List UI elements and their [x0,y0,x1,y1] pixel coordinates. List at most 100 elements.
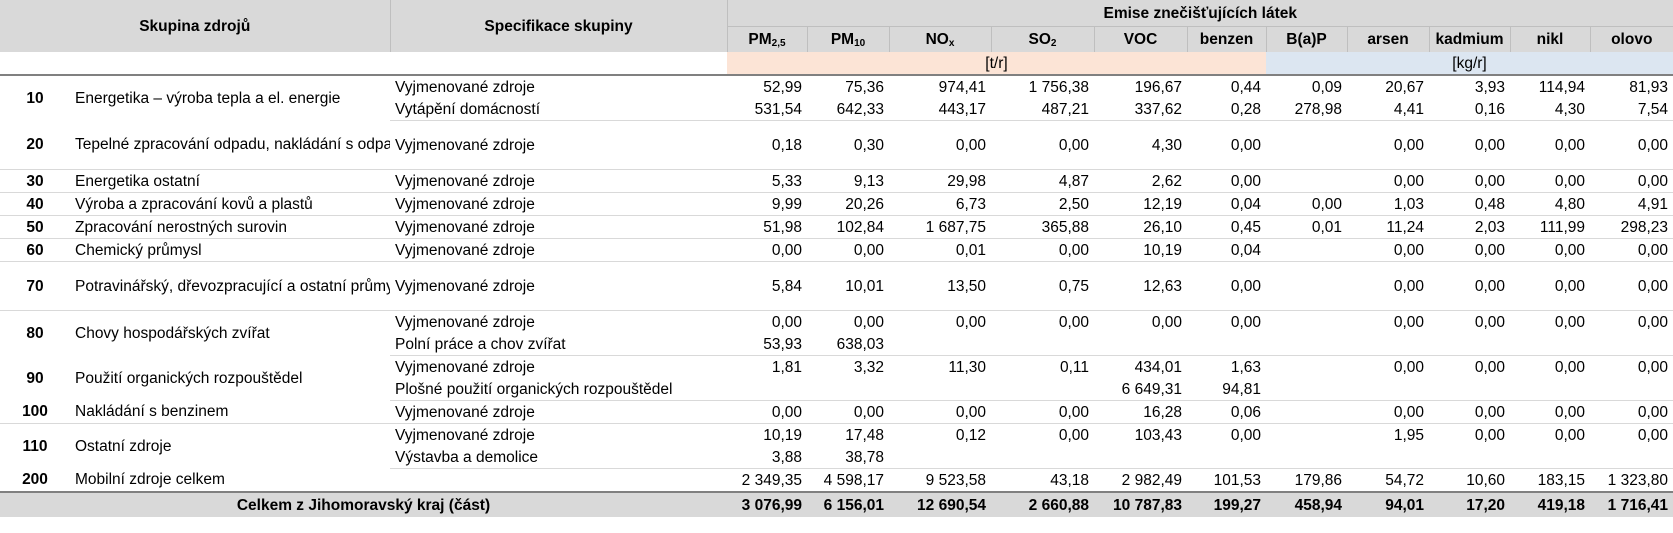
value-cell: 0,06 [1187,400,1266,424]
group-spec: Vyjmenované zdroje [395,78,535,96]
pollutant-header: NOx [889,26,992,52]
value-cell: 111,99 [1510,215,1590,239]
value-cell: 0,01 [1266,215,1347,239]
value-cell: 0,00 [1510,120,1590,170]
value-cell [1429,446,1510,469]
group-code: 60 [0,238,70,262]
value-cell: 0,00 [1590,238,1673,262]
value-cell: 0,00 [1230,313,1261,331]
pollutant-name: kadmium [1435,31,1504,48]
value-cell: 3,88 [727,446,807,469]
value-cell: 0,16 [1429,98,1510,121]
value-cell: 12,63 [1094,261,1187,311]
group-spec: Vyjmenované zdroje [390,215,727,239]
pollutant-name: arsen [1367,31,1409,48]
value-cell: 0,00 [1187,169,1266,193]
value-cell: 3,32 [853,358,884,376]
value-cell [1510,378,1590,401]
pollutant-name: NO [925,31,949,48]
value-cell: 7,54 [1590,98,1673,121]
group-spec: Vyjmenované zdroje [395,426,535,444]
group-spec: Výstavba a demolice [390,446,727,469]
value-cell: 298,23 [1590,215,1673,239]
table-row: 30 Energetika ostatní Vyjmenované zdroje 5,… [0,169,1673,193]
pollutant-name: PM [830,31,855,48]
value-cell [1347,446,1429,469]
col-source-group-header: Skupina zdrojů [0,0,391,52]
total-label: Celkem z Jihomoravský kraj (část) [0,491,727,517]
value-cell [1266,311,1347,334]
value-cell: 2,62 [1094,169,1187,193]
pollutant-name: benzen [1199,31,1254,48]
value-cell [991,333,1094,356]
value-cell [1266,333,1347,356]
pollutant-subscript: x [948,38,955,49]
value-cell [1266,356,1347,379]
pollutant-subscript: 10 [854,38,866,49]
value-cell: 0,00 [1429,169,1510,193]
total-value-cell: 1 716,41 [1590,491,1673,517]
value-cell: 0,00 [1590,261,1673,311]
table-footer: Celkem z Jihomoravský kraj (část) 3 076,… [0,491,1673,517]
group-spec [390,468,727,493]
value-cell: 20,26 [807,192,889,216]
value-cell: 0,28 [1187,98,1266,121]
group-spec: Vyjmenované zdroje [390,192,727,216]
value-cell: 1 687,75 [889,215,991,239]
pollutant-header: nikl [1510,26,1591,52]
value-cell: 0,00 [1554,358,1585,376]
value-cell: 0,00 [1637,358,1668,376]
group-name: Mobilní zdroje celkem [70,468,390,493]
group-name: Nakládání s benzinem [70,400,390,424]
total-value-cell: 10 787,83 [1094,491,1187,517]
value-cell: 54,72 [1347,468,1429,493]
table-row: Polní práce a chov zvířat 53,93 638,03 [0,333,1673,356]
group-code: 110 [22,437,48,455]
value-cell: 0,00 [1474,426,1505,444]
value-cell: 638,03 [807,333,889,356]
pollutant-name: nikl [1536,31,1564,48]
value-cell: 10,19 [763,426,802,444]
value-cell: 4,80 [1510,192,1590,216]
group-name: Potravinářský, dřevozpracující a ostatní… [70,261,390,311]
value-cell [1590,446,1673,469]
group-spec: Vyjmenované zdroje [390,238,727,262]
value-cell [1347,378,1429,401]
value-cell: 0,00 [1510,238,1590,262]
value-cell: 12,19 [1094,192,1187,216]
total-value-cell: 3 076,99 [727,491,807,517]
group-code: 10 [26,89,44,107]
value-cell: 0,00 [1347,169,1429,193]
value-cell: 0,00 [1058,426,1089,444]
value-cell: 0,00 [1187,120,1266,170]
value-cell [1266,424,1347,447]
value-cell [1266,169,1347,193]
group-name: Výroba a zpracování kovů a plastů [70,192,390,216]
value-cell [1094,446,1187,469]
value-cell: 0,00 [1590,400,1673,424]
value-cell: 4,87 [991,169,1094,193]
table-row: Plošné použití organických rozpouštědel 6… [0,378,1673,401]
table-header: Skupina zdrojů Specifikace skupiny Emise… [0,0,1673,76]
total-value-cell: 6 156,01 [807,491,889,517]
value-cell: 0,00 [1510,261,1590,311]
value-cell: 0,00 [1058,313,1089,331]
value-cell: 0,18 [727,120,807,170]
group-name: Energetika – výroba tepla a el. energie [75,89,341,107]
value-cell [1510,333,1590,356]
value-cell [1094,333,1187,356]
value-cell: 0,00 [1429,400,1510,424]
value-cell [1266,120,1347,170]
value-cell: 9 523,58 [889,468,991,493]
value-cell: 0,00 [1429,120,1510,170]
value-cell: 5,33 [727,169,807,193]
col-group-spec-header: Specifikace skupiny [390,0,728,52]
value-cell [727,378,807,401]
pollutant-header: kadmium [1429,26,1511,52]
value-cell: 0,00 [1393,313,1424,331]
group-code: 50 [0,215,70,239]
table-row: 100 Nakládání s benzinem Vyjmenované zdroj… [0,400,1673,424]
value-cell: 2 982,49 [1094,468,1187,493]
pollutant-name: B(a)P [1286,31,1327,48]
value-cell: 0,00 [1347,400,1429,424]
